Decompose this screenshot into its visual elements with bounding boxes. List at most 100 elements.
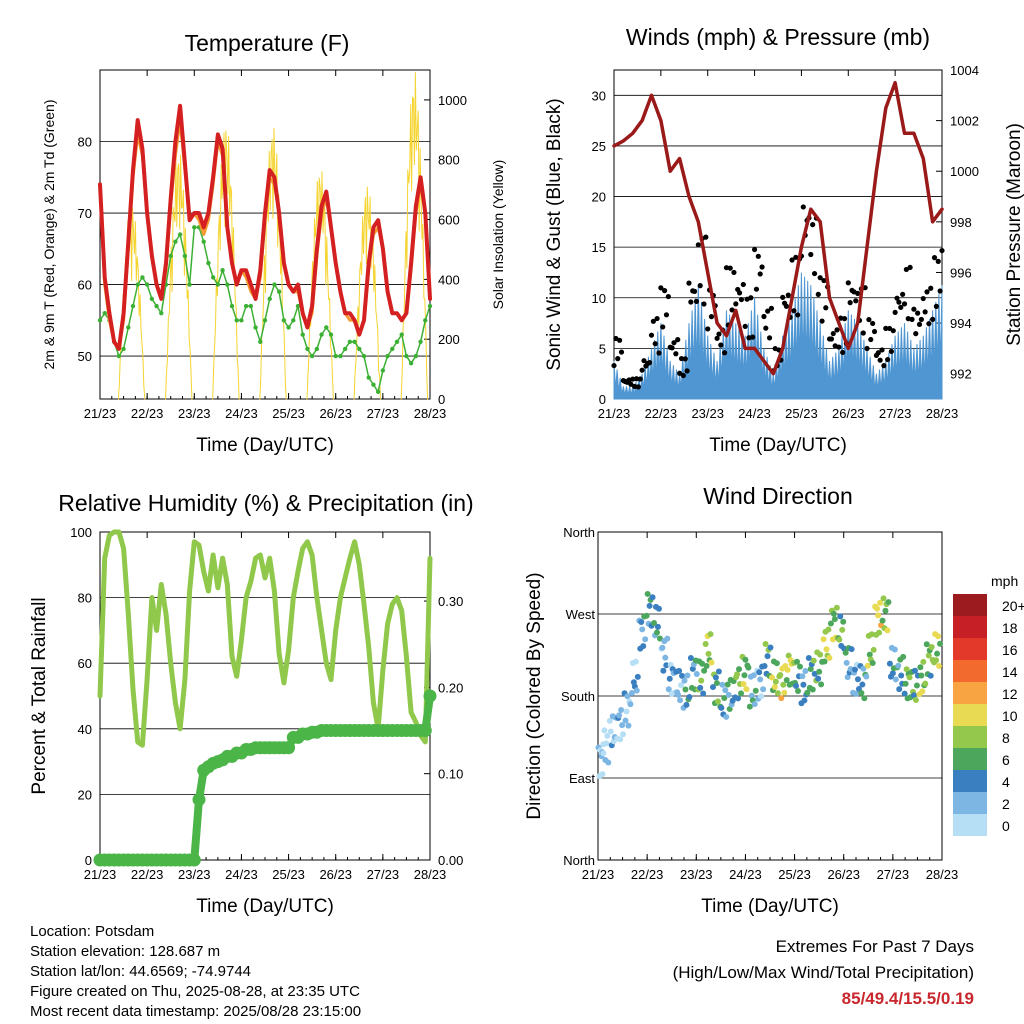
direction-point [913,682,920,689]
gust-point [920,295,926,302]
direction-point [693,670,700,677]
direction-point [743,686,750,693]
gust-point [669,345,675,351]
x-tick-label: 27/23 [879,406,912,421]
y-tick-label: 60 [78,278,92,293]
gust-point [682,356,688,362]
direction-point [772,678,779,685]
direction-point [604,732,611,739]
x-axis-label: Time (Day/UTC) [701,896,839,917]
gust-point [688,299,694,305]
direction-point [698,677,705,684]
direction-point [906,674,913,681]
y-tick-label: 0 [85,853,92,868]
x-tick-label: 27/23 [367,867,400,882]
chart-title: Temperature (F) [185,30,350,56]
direction-point [864,662,871,669]
direction-point [643,612,650,619]
y-tick-label: 50 [78,349,92,364]
y-tick-label: 20 [592,190,606,205]
direction-point [725,691,732,698]
y2-tick-label: 600 [438,213,460,228]
gust-point [697,283,703,289]
gust-point [615,356,621,362]
solar-line [165,154,193,400]
gust-point [675,337,681,343]
x-tick-label: 24/23 [738,406,771,421]
colorbar-swatch [953,638,987,660]
gust-point [750,334,756,340]
gust-point [830,330,836,337]
direction-point [724,681,731,688]
colorbar-label: 2 [1002,796,1010,812]
direction-point [616,712,623,719]
x-tick-label: 21/23 [84,867,117,882]
direction-point [866,651,873,658]
direction-point [886,660,893,667]
gust-point [691,288,698,294]
direction-point [722,687,729,694]
gust-point [823,305,829,311]
y-axis-label: Sonic Wind & Gust (Blue, Black) [544,98,565,370]
gust-point [780,294,786,300]
direction-point [818,681,825,688]
gust-point [834,327,840,333]
temp-2m-line [98,103,432,351]
direction-point [858,689,865,696]
colorbar-label: 18 [1002,620,1018,636]
x-tick-label: 27/23 [877,867,910,882]
solar-line [353,186,381,400]
direction-point [852,666,859,673]
gust-point [673,351,679,357]
direction-point [933,657,940,664]
gust-point [913,331,919,337]
chart-title: Relative Humidity (%) & Precipitation (i… [58,490,473,516]
direction-point [599,771,606,778]
direction-point [742,656,749,663]
y2-tick-label: 200 [438,332,460,347]
gust-point [617,337,623,343]
direction-point [741,672,748,679]
gust-point [635,384,641,390]
gust-point [810,222,816,228]
direction-point [760,686,767,693]
colorbar-swatch [953,726,987,748]
direction-point [934,650,941,657]
direction-point [898,672,905,679]
x-tick-label: 25/23 [272,406,305,421]
x-tick-label: 23/23 [680,867,713,882]
gust-point [761,313,767,320]
direction-point [917,664,924,671]
gust-point [759,264,765,270]
gust-point [648,332,655,338]
gust-point [658,285,664,291]
gust-point [881,363,887,369]
gust-point [738,296,745,303]
direction-point [684,672,691,679]
direction-point [876,629,883,636]
gust-point [701,301,707,307]
gust-point [763,325,769,331]
direction-point [656,635,663,642]
gust-point [628,381,634,387]
direction-point [820,636,827,643]
gust-point [939,247,945,254]
colorbar-swatch [953,594,987,616]
gust-point [928,285,934,291]
direction-point [639,626,646,633]
direction-point [603,740,610,747]
direction-point [627,701,634,708]
direction-point [912,696,919,703]
direction-point [902,680,909,687]
direction-point [874,605,881,612]
x-tick-label: 26/23 [319,867,352,882]
gust-point [703,234,709,240]
gust-point [753,286,760,292]
direction-point [642,636,649,643]
x-tick-label: 25/23 [272,867,305,882]
gust-point [828,336,835,342]
x-tick-label: 23/23 [691,406,724,421]
direction-point [718,704,725,711]
direction-point [665,686,672,693]
